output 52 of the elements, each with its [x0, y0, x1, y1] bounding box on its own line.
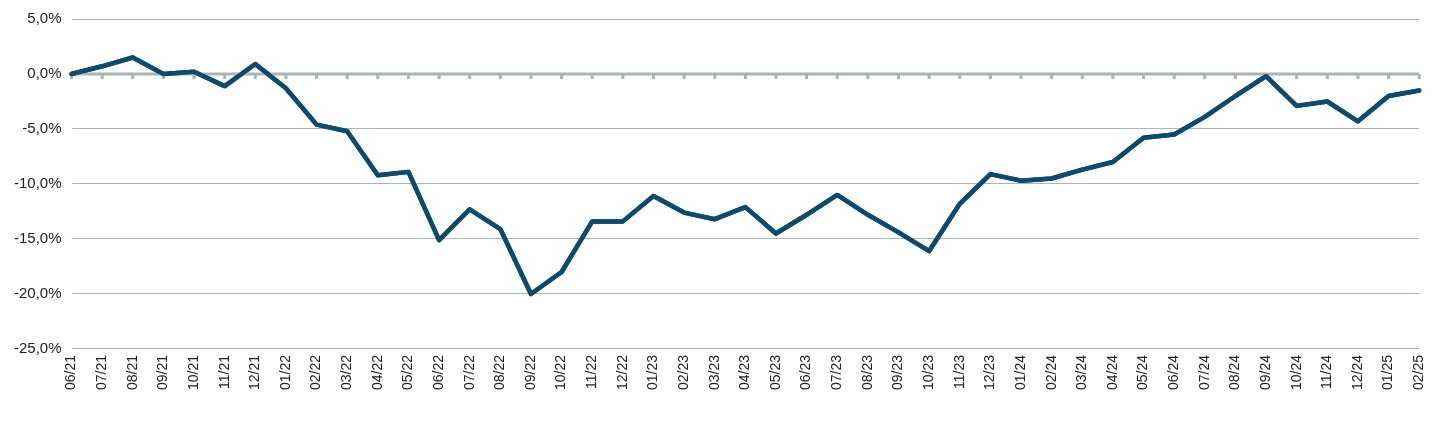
- y-tick-label: -20,0%: [14, 284, 62, 302]
- x-tick-label: 03/22: [338, 354, 355, 391]
- x-tick-label: 08/23: [858, 354, 875, 391]
- x-tick-label: 02/23: [674, 354, 691, 391]
- x-tick-label: 05/22: [399, 354, 416, 391]
- x-tick-label: 05/23: [766, 354, 783, 391]
- x-tick-label: 08/24: [1226, 354, 1243, 391]
- x-tick-label: 08/22: [491, 354, 508, 391]
- x-tick-label: 04/24: [1103, 354, 1120, 391]
- x-tick-label: 02/24: [1042, 354, 1059, 391]
- x-tick-label: 04/23: [736, 354, 753, 391]
- x-tick-label: 06/22: [429, 354, 446, 391]
- x-tick-label: 06/23: [797, 354, 814, 391]
- x-tick-label: 01/22: [276, 354, 293, 391]
- x-tick-label: 07/23: [828, 354, 845, 391]
- x-tick-label: 06/21: [62, 354, 79, 391]
- y-tick-label: -5,0%: [22, 119, 62, 137]
- x-tick-label: 11/21: [215, 354, 232, 389]
- x-tick-label: 09/23: [889, 354, 906, 391]
- x-tick-label: 10/24: [1287, 354, 1304, 391]
- x-tick-label: 09/21: [154, 354, 171, 391]
- x-tick-label: 11/23: [950, 354, 967, 389]
- x-tick-label: 02/22: [307, 354, 324, 391]
- x-tick-label: 07/24: [1195, 354, 1212, 391]
- x-tick-label: 09/22: [521, 354, 538, 391]
- y-tick-label: 0,0%: [27, 64, 62, 82]
- x-tick-label: 04/22: [368, 354, 385, 391]
- x-tick-label: 12/24: [1348, 354, 1365, 391]
- x-tick-label: 10/23: [920, 354, 936, 391]
- x-tick-label: 11/22: [583, 354, 600, 389]
- x-tick-label: 10/21: [184, 354, 201, 391]
- x-tick-label: 02/25: [1410, 354, 1427, 391]
- y-tick-label: 5,0%: [27, 9, 62, 27]
- x-tick-label: 10/22: [552, 354, 569, 391]
- y-tick-label: -10,0%: [14, 174, 62, 192]
- x-tick-label: 12/21: [246, 354, 263, 391]
- x-tick-label: 07/22: [460, 354, 477, 391]
- x-tick-label: 11/24: [1318, 354, 1335, 389]
- x-tick-label: 01/23: [644, 354, 661, 391]
- x-tick-label: 07/21: [93, 354, 110, 391]
- y-tick-label: -15,0%: [14, 229, 62, 247]
- x-tick-label: 03/24: [1073, 354, 1090, 391]
- y-tick-label: -25,0%: [14, 339, 62, 357]
- x-tick-label: 08/21: [123, 354, 140, 391]
- x-tick-label: 01/24: [1011, 354, 1028, 391]
- x-tick-label: 12/23: [981, 354, 998, 391]
- x-tick-label: 12/22: [613, 354, 630, 391]
- x-tick-label: 03/23: [705, 354, 722, 391]
- x-tick-label: 06/24: [1165, 354, 1182, 391]
- x-tick-label: 01/25: [1379, 354, 1396, 391]
- x-tick-label: 05/24: [1134, 354, 1151, 391]
- x-tick-label: 09/24: [1256, 354, 1273, 391]
